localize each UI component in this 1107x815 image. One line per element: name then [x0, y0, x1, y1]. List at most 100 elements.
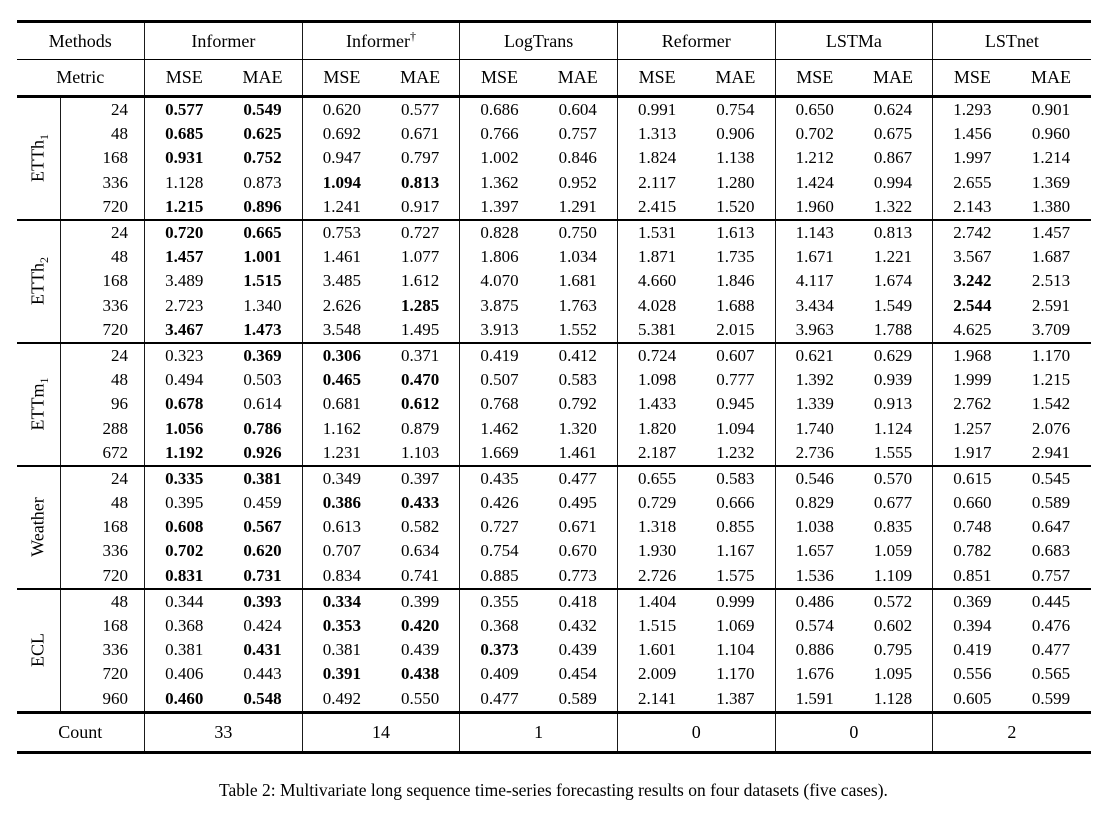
result-cell: 0.477 [480, 688, 519, 708]
result-cell: 0.433 [380, 491, 461, 516]
result-cell: 1.138 [696, 146, 776, 171]
result-row-weather-720: 720 0.831 0.731 0.834 0.741 0.885 0.773 2.726 1.… [17, 563, 1091, 589]
result-cell: 0.470 [380, 368, 461, 393]
result-cell: 0.476 [1031, 616, 1071, 636]
dataset-label-ecl: ECL [16, 587, 62, 713]
horizon-cell: 720 [60, 194, 146, 220]
result-cell: 1.763 [538, 293, 618, 318]
result-cell: 3.434 [795, 295, 834, 315]
metric-header-mae: MAE [538, 59, 618, 98]
result-cell: 0.570 [853, 464, 934, 491]
result-row-etth2-720: 720 3.467 1.473 3.548 1.495 3.913 1.552 5.381 2.… [17, 317, 1091, 343]
count-cell-informer: 33 [144, 710, 303, 753]
method-header-lstma: LSTMa [775, 21, 934, 60]
result-cell: 1.339 [795, 394, 834, 414]
result-cell: 0.671 [380, 122, 461, 147]
result-cell: 0.757 [538, 122, 618, 147]
count-cell-lstnet: 2 [932, 710, 1091, 753]
result-cell: 1.094 [696, 416, 776, 441]
count-cell-logtrans: 1 [459, 710, 618, 753]
result-cell: 1.162 [322, 418, 361, 438]
result-cell: 0.397 [380, 464, 461, 491]
result-cell: 0.556 [953, 664, 992, 684]
result-cell: 1.735 [696, 245, 776, 270]
result-cell: 0.503 [223, 368, 303, 393]
result-cell: 4.070 [480, 271, 519, 291]
count-cell-reformer: 0 [617, 710, 776, 753]
result-cell: 0.766 [480, 124, 519, 144]
result-cell: 1.215 [1031, 370, 1071, 390]
horizon-cell: 48 [60, 587, 146, 614]
result-cell: 1.424 [795, 172, 834, 192]
method-header-informer: Informer [144, 21, 303, 60]
result-cell: 1.214 [1031, 148, 1071, 168]
horizon-cell: 720 [60, 317, 146, 343]
result-cell: 0.599 [1031, 688, 1071, 708]
horizon-cell: 336 [60, 293, 146, 318]
result-cell: 1.397 [480, 196, 519, 216]
result-cell: 0.702 [165, 541, 204, 561]
result-cell: 1.056 [165, 418, 204, 438]
result-row-weather-48: 48 0.395 0.459 0.386 0.433 0.426 0.495 0.729 0.6… [17, 491, 1091, 516]
dataset-label-subscript: 2 [37, 257, 52, 264]
result-cell: 0.612 [380, 392, 461, 417]
result-cell: 5.381 [637, 319, 677, 339]
result-cell: 1.241 [322, 196, 361, 216]
result-cell: 0.335 [144, 464, 224, 491]
horizon-cell: 336 [60, 539, 146, 564]
result-cell: 0.754 [696, 96, 776, 123]
result-cell: 0.939 [853, 368, 934, 393]
result-cell: 1.128 [165, 172, 204, 192]
result-cell: 0.439 [538, 638, 618, 663]
result-cell: 0.855 [696, 515, 776, 540]
result-row-etth2-48: 48 1.457 1.001 1.461 1.077 1.806 1.034 1.871 1.7… [17, 245, 1091, 270]
horizon-cell: 24 [60, 96, 146, 123]
result-cell: 0.323 [144, 341, 224, 369]
result-cell: 1.293 [953, 100, 992, 120]
metric-header-mae: MAE [853, 59, 934, 98]
result-row-etth2-168: 168 3.489 1.515 3.485 1.612 4.070 1.681 4.660 1.… [17, 269, 1091, 294]
result-cell: 1.542 [1031, 394, 1071, 414]
result-cell: 1.109 [853, 563, 934, 589]
result-cell: 1.601 [637, 640, 677, 660]
result-cell: 0.947 [322, 148, 361, 168]
result-cell: 0.686 [480, 100, 519, 120]
result-cell: 1.457 [1011, 218, 1091, 246]
result-cell: 0.381 [223, 464, 303, 491]
result-cell: 1.824 [637, 148, 677, 168]
result-cell: 0.655 [617, 464, 697, 491]
result-cell: 0.432 [538, 613, 618, 639]
result-cell: 0.565 [1031, 664, 1071, 684]
result-cell: 0.602 [853, 613, 934, 639]
result-cell: 0.913 [853, 392, 934, 417]
result-cell: 0.720 [144, 218, 224, 246]
count-label: Count [16, 710, 146, 753]
result-cell: 1.674 [853, 269, 934, 294]
result-cell: 0.768 [480, 394, 519, 414]
horizon-cell: 960 [60, 686, 146, 713]
result-row-etth1-168: 168 0.931 0.752 0.947 0.797 1.002 0.846 1.824 1.… [17, 146, 1091, 171]
result-cell: 0.454 [538, 662, 618, 687]
result-cell: 0.424 [223, 613, 303, 639]
result-cell: 0.846 [538, 146, 618, 171]
result-cell: 2.941 [1031, 442, 1071, 462]
result-cell: 1.671 [795, 247, 834, 267]
result-cell: 0.724 [617, 341, 697, 369]
result-row-etth2-24: ETTh2 24 0.720 0.665 0.753 0.727 0.828 0.750 1.5… [16, 218, 1091, 343]
result-cell: 1.369 [1031, 172, 1071, 192]
result-cell: 0.486 [775, 587, 854, 614]
result-cell: 1.257 [953, 418, 992, 438]
result-cell: 2.742 [932, 218, 1012, 246]
result-cell: 1.536 [795, 565, 834, 585]
result-cell: 1.515 [223, 269, 303, 294]
dataset-label-etth2: ETTh2 [16, 218, 62, 343]
result-cell: 0.867 [853, 146, 934, 171]
result-cell: 0.834 [322, 565, 361, 585]
result-cell: 0.752 [223, 146, 303, 171]
metric-header-row: Metric MSE MAE MSE MAE MSE MAE MSE MAE MSE MAE MSE… [16, 59, 1091, 98]
result-cell: 0.671 [538, 515, 618, 540]
result-cell: 0.960 [1031, 124, 1071, 144]
result-cell: 1.473 [223, 317, 303, 343]
horizon-cell: 96 [60, 392, 146, 417]
result-cell: 0.334 [302, 587, 381, 614]
